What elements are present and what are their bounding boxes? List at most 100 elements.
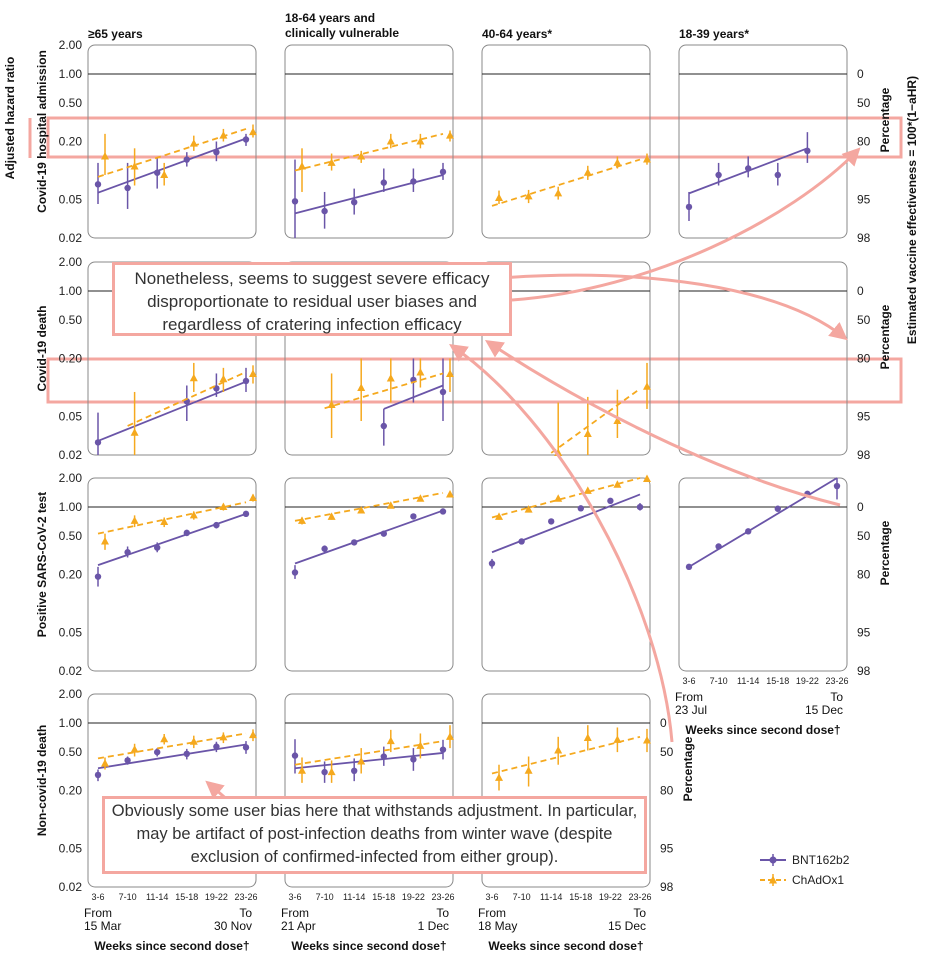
data-point-chad <box>554 188 563 197</box>
ve-tick-label: 80 <box>660 784 674 798</box>
fit-line-chad <box>127 371 247 427</box>
data-point-bnt <box>124 757 131 764</box>
panel-2-2 <box>481 477 651 672</box>
x-tick-label: 3-6 <box>682 676 695 686</box>
from-date-label: 23 Jul <box>675 703 707 717</box>
data-point-bnt <box>833 482 841 490</box>
data-point-chad <box>495 773 503 781</box>
panel-frame <box>678 44 848 239</box>
x-tick-label: 11-14 <box>343 892 365 902</box>
data-point-bnt <box>685 563 693 571</box>
legend-label-bnt: BNT162b2 <box>792 853 850 867</box>
panel-frame <box>481 261 651 456</box>
data-point-chad <box>189 373 198 382</box>
data-point-chad <box>327 400 336 408</box>
y-tick-label: 0.02 <box>59 448 83 462</box>
data-point-bnt <box>183 156 190 163</box>
panel-frame <box>284 693 454 888</box>
data-point-chad <box>101 759 109 767</box>
y-tick-label: 0.02 <box>59 231 83 245</box>
legend-item-bnt: BNT162b2 <box>758 850 849 870</box>
from-date-label: From <box>478 906 506 920</box>
y-tick-label: 0.05 <box>59 626 83 640</box>
data-point-bnt <box>213 521 220 529</box>
data-point-bnt <box>291 752 299 759</box>
y-tick-label: 0.50 <box>59 96 83 110</box>
data-point-bnt <box>439 508 447 515</box>
data-point-chad <box>386 736 395 745</box>
y-tick-label: 1.00 <box>59 716 83 730</box>
from-date-label: 18 May <box>478 919 517 933</box>
data-point-chad <box>130 745 139 753</box>
from-date-label: From <box>281 906 309 920</box>
ve-tick-label: 80 <box>857 352 871 366</box>
panel-1-3: 0 50 80 95 98 Percentage <box>678 261 892 462</box>
ve-tick-label: 50 <box>660 745 674 759</box>
data-point-chad <box>643 735 651 744</box>
data-point-chad <box>583 168 592 176</box>
fit-line-bnt <box>97 743 247 770</box>
legend: BNT162b2 ChAdOx1 <box>758 850 849 890</box>
fit-line-bnt <box>294 752 444 770</box>
data-point-chad <box>160 170 169 178</box>
ve-tick-label: 95 <box>857 410 871 424</box>
x-tick-label: 15-18 <box>175 892 198 902</box>
data-point-chad <box>101 151 109 160</box>
data-point-bnt <box>488 560 496 567</box>
panel-frame <box>481 477 651 672</box>
data-point-bnt <box>774 171 781 179</box>
fit-line-bnt <box>97 137 247 194</box>
y-tick-label: 0.20 <box>59 784 83 798</box>
x-tick-label: 15-18 <box>569 892 592 902</box>
legend-label-chad: ChAdOx1 <box>792 873 845 887</box>
data-point-chad <box>298 766 306 774</box>
fit-line-chad <box>294 740 444 766</box>
data-point-bnt <box>380 179 387 186</box>
column-title-1-1: clinically vulnerable <box>285 26 399 40</box>
data-point-chad <box>130 428 139 436</box>
y-tick-label: 0.50 <box>59 529 83 543</box>
data-point-chad <box>160 517 169 525</box>
data-point-chad <box>249 730 257 739</box>
y-axis-outer-label: Adjusted hazard ratio <box>3 57 17 180</box>
data-point-bnt <box>213 148 220 156</box>
data-point-bnt <box>321 545 328 552</box>
data-point-chad <box>416 368 425 376</box>
ve-tick-label: 0 <box>660 716 667 730</box>
data-point-chad <box>446 369 454 378</box>
annotation-arrow-2 <box>485 340 841 507</box>
y-tick-label: 0.05 <box>59 193 83 207</box>
annotation-arrow-0 <box>499 273 848 341</box>
data-point-bnt <box>715 543 722 550</box>
row-label-0: Covid-19 hospital admission <box>35 50 49 213</box>
to-date-label: To <box>239 906 252 920</box>
ve-axis-label: Percentage <box>878 87 892 152</box>
x-tick-label: 23-26 <box>628 892 651 902</box>
annotation-box-top: Nonetheless, seems to suggest severe eff… <box>112 262 512 336</box>
panel-3-2: 0 50 80 95 98 Percentage 3-6 7-10 11-14 15-18 19-2… <box>478 693 695 953</box>
to-date-label: 15 Dec <box>608 919 646 933</box>
panel-0-0: 2.00 1.00 0.50 0.20 0.05 0.02 <box>59 38 257 245</box>
x-tick-label: 19-22 <box>205 892 228 902</box>
panel-3-0: 2.00 1.00 0.50 0.20 0.05 0.02 3-6 7-10 11-14 15-1… <box>59 687 258 953</box>
ve-tick-label: 80 <box>857 568 871 582</box>
data-point-bnt <box>154 169 161 176</box>
data-point-bnt <box>804 147 811 155</box>
fit-line-chad <box>324 372 444 410</box>
data-point-bnt <box>94 439 102 446</box>
y-tick-label: 2.00 <box>59 38 83 52</box>
ve-axis-label: Percentage <box>878 304 892 369</box>
data-point-chad <box>524 766 533 774</box>
ve-tick-label: 98 <box>857 448 871 462</box>
data-point-bnt <box>410 513 417 520</box>
fit-line-bnt <box>294 509 444 565</box>
data-point-bnt <box>351 767 358 775</box>
fit-line-chad <box>97 128 247 178</box>
x-tick-label: 7-10 <box>513 892 531 902</box>
data-point-bnt <box>774 505 781 512</box>
y-tick-label: 1.00 <box>59 500 83 514</box>
data-point-chad <box>386 501 395 509</box>
x-axis-label: Weeks since second dose† <box>291 939 446 953</box>
data-point-chad <box>219 374 228 383</box>
annotation-highlight-hospital <box>46 116 903 159</box>
